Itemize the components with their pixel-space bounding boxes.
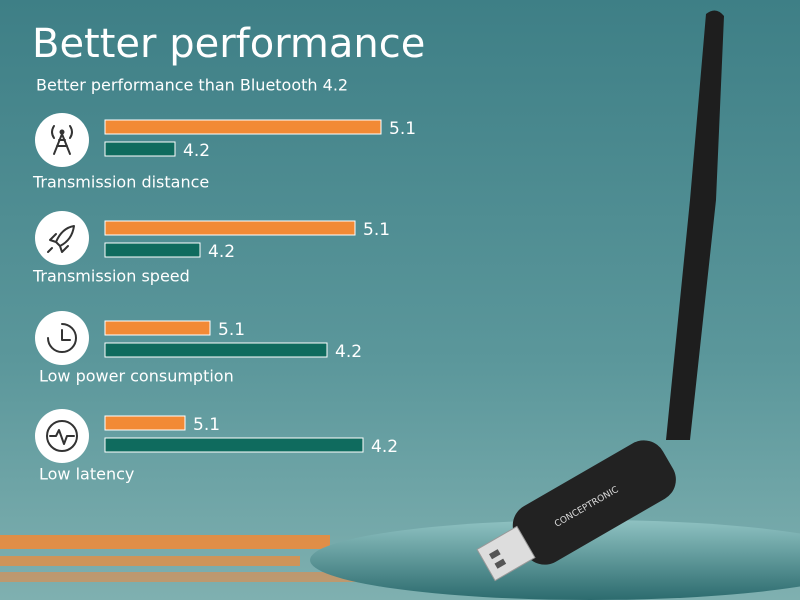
bar-label: 5.1 [193,415,220,435]
bar-label: 4.2 [208,242,235,262]
category-label: Transmission distance [32,173,209,192]
category-label: Transmission speed [32,267,190,286]
bar-label: 4.2 [335,342,362,362]
decor-stripes [0,535,360,582]
subtitle: Better performance than Bluetooth 4.2 [36,76,348,95]
icon [35,211,89,265]
category-label: Low latency [39,465,134,484]
bar [104,242,201,258]
bar [104,437,364,453]
bar [104,415,186,431]
product-dongle: CONCEPTRONIC [476,10,724,582]
bar-label: 4.2 [371,437,398,457]
bar-label: 4.2 [183,141,210,161]
bar [104,220,356,236]
bar-label: 5.1 [363,220,390,240]
title: Better performance [32,21,425,67]
icon [35,311,89,365]
bar-label: 5.1 [389,119,416,139]
bar [104,320,211,336]
bar-label: 5.1 [218,320,245,340]
icon [35,113,89,167]
category-label: Low power consumption [39,367,234,386]
icon [35,409,89,463]
bar [104,141,176,157]
bar [104,342,328,358]
bar [104,119,382,135]
